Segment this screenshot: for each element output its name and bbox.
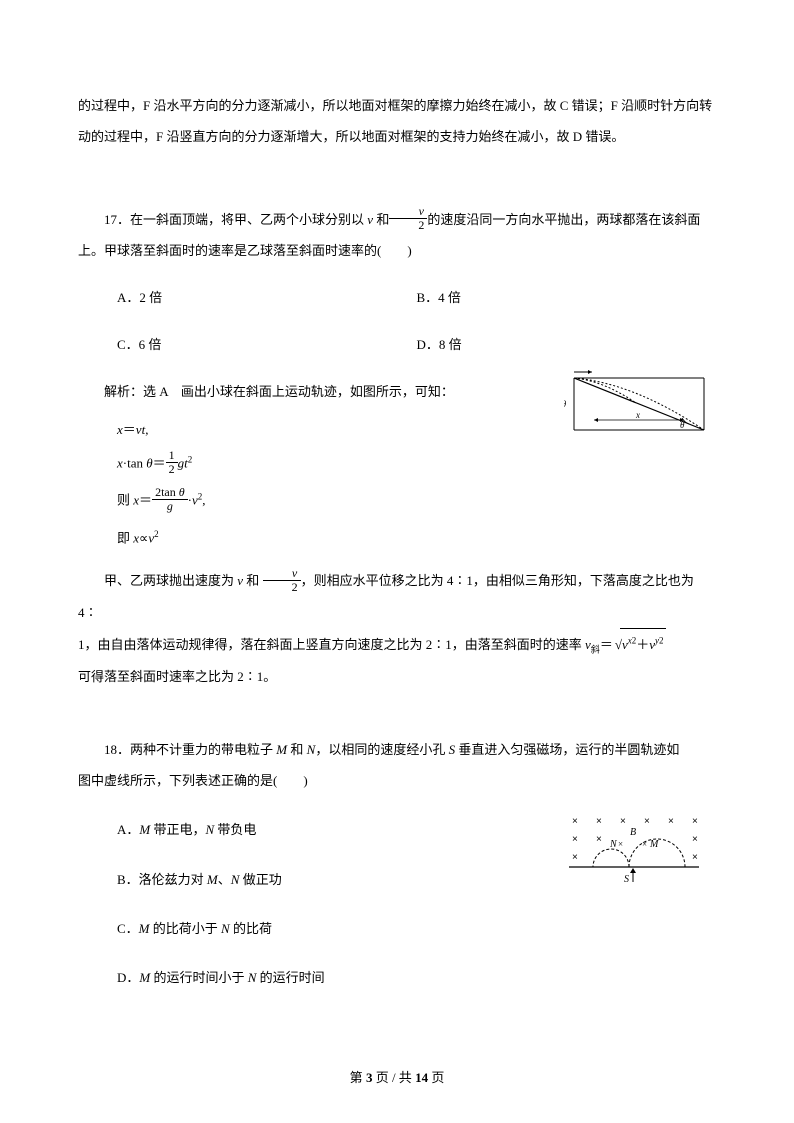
- svg-text:×: ×: [692, 834, 698, 845]
- q18-stem: 18．两种不计重力的带电粒子 M 和 N，以相同的速度经小孔 S 垂直进入匀强磁…: [78, 734, 716, 765]
- svg-text:×: ×: [692, 816, 698, 827]
- page-footer: 第 3 页 / 共 14 页: [0, 1062, 794, 1093]
- q17-sol4: 可得落至斜面时速率之比为 2∶1。: [78, 661, 716, 692]
- svg-text:×: ×: [644, 816, 650, 827]
- q17-options-row1: A．2 倍 B．4 倍: [117, 282, 716, 313]
- svg-text:×: ×: [596, 834, 602, 845]
- svg-text:×: ×: [620, 816, 626, 827]
- q17-num: 17．: [104, 212, 130, 227]
- svg-text:×: ×: [572, 852, 578, 863]
- q17-eq3-pre: 则: [117, 493, 133, 508]
- q17-frac-v2: v2: [389, 205, 427, 232]
- q17-options-row2: C．6 倍 D．8 倍: [117, 329, 716, 360]
- svg-text:×: ×: [618, 839, 623, 849]
- q17-eq3: 则 x＝2tan θg·v2,: [117, 488, 716, 515]
- q17-frac-v2b: v2: [263, 567, 301, 594]
- q17-sol3-text: 1，由自由落体运动规律得，落在斜面上竖直方向速度之比为 2∶1，由落至斜面时的速…: [78, 637, 582, 652]
- q17-eq2: x·tan θ＝12gt2: [117, 451, 716, 478]
- q17-stem: 17．在一斜面顶端，将甲、乙两个小球分别以 v 和v2的速度沿同一方向水平抛出，…: [78, 204, 716, 235]
- q17-tc: 的速度沿同一方向水平抛出，两球都落在该斜面: [427, 212, 700, 227]
- q17-td: 上。甲球落至斜面时的速率是乙球落至斜面时速率的( ): [78, 243, 412, 258]
- q17-eq4: 即 x∝v2: [117, 526, 716, 550]
- svg-text:×: ×: [596, 816, 602, 827]
- q17-tb: 和: [376, 212, 389, 227]
- q17-optD: D．8 倍: [417, 329, 717, 360]
- svg-text:×: ×: [572, 834, 578, 845]
- svg-text:×: ×: [668, 816, 674, 827]
- q17-ta: 在一斜面顶端，将甲、乙两个小球分别以: [130, 212, 364, 227]
- q17-sol2: 甲、乙两球抛出速度为 v 和 v2，则相应水平位移之比为 4∶1，由相似三角形知…: [78, 565, 716, 627]
- fig2-N-label: N: [609, 839, 618, 850]
- q18-optC: C．M 的比荷小于 N 的比荷: [117, 913, 716, 944]
- q17-sol3: 1，由自由落体运动规律得，落在斜面上竖直方向速度之比为 2∶1，由落至斜面时的速…: [78, 628, 716, 661]
- fig1-v-label: v: [582, 370, 586, 372]
- intro-paragraph: 的过程中，F 沿水平方向的分力逐渐减小，所以地面对框架的摩擦力始终在减小，故 C…: [78, 90, 716, 152]
- q18-stem2: 图中虚线所示，下列表述正确的是( ): [78, 765, 716, 796]
- fig2-S-label: S: [624, 874, 629, 885]
- q18-optD: D．M 的运行时间小于 N 的运行时间: [117, 962, 716, 993]
- svg-text:×: ×: [692, 852, 698, 863]
- fig1-x-label: x: [635, 410, 640, 420]
- footer-pre: 第: [350, 1070, 366, 1085]
- magnetic-figure: × × × × × × × × × × × B N × × M S: [554, 812, 714, 887]
- fig2-M-label: M: [649, 839, 659, 850]
- q17-optB: B．4 倍: [417, 282, 717, 313]
- incline-figure: v x·tanθ x θ: [564, 370, 714, 435]
- footer-total: 14: [415, 1070, 428, 1085]
- q17-optA: A．2 倍: [117, 282, 417, 313]
- fig1-xtan-label: x·tanθ: [564, 399, 567, 409]
- intro-text: 的过程中，F 沿水平方向的分力逐渐减小，所以地面对框架的摩擦力始终在减小，故 C…: [78, 98, 712, 144]
- svg-text:×: ×: [572, 816, 578, 827]
- footer-post: 页: [428, 1070, 444, 1085]
- q18-text: 两种不计重力的带电粒子 M 和 N，以相同的速度经小孔 S 垂直进入匀强磁场，运…: [130, 742, 679, 757]
- fig2-B-label: B: [630, 827, 636, 838]
- q17-sol2b: 和: [243, 573, 259, 588]
- footer-mid: 页 / 共: [372, 1070, 415, 1085]
- svg-text:×: ×: [642, 839, 647, 849]
- q17-optC: C．6 倍: [117, 329, 417, 360]
- q17-sol2a: 甲、乙两球抛出速度为: [104, 573, 237, 588]
- q17-v: v: [367, 212, 373, 227]
- q18-num: 18．: [104, 742, 130, 757]
- fig1-theta-label: θ: [680, 420, 685, 430]
- q17-stem2: 上。甲球落至斜面时的速率是乙球落至斜面时速率的( ): [78, 235, 716, 266]
